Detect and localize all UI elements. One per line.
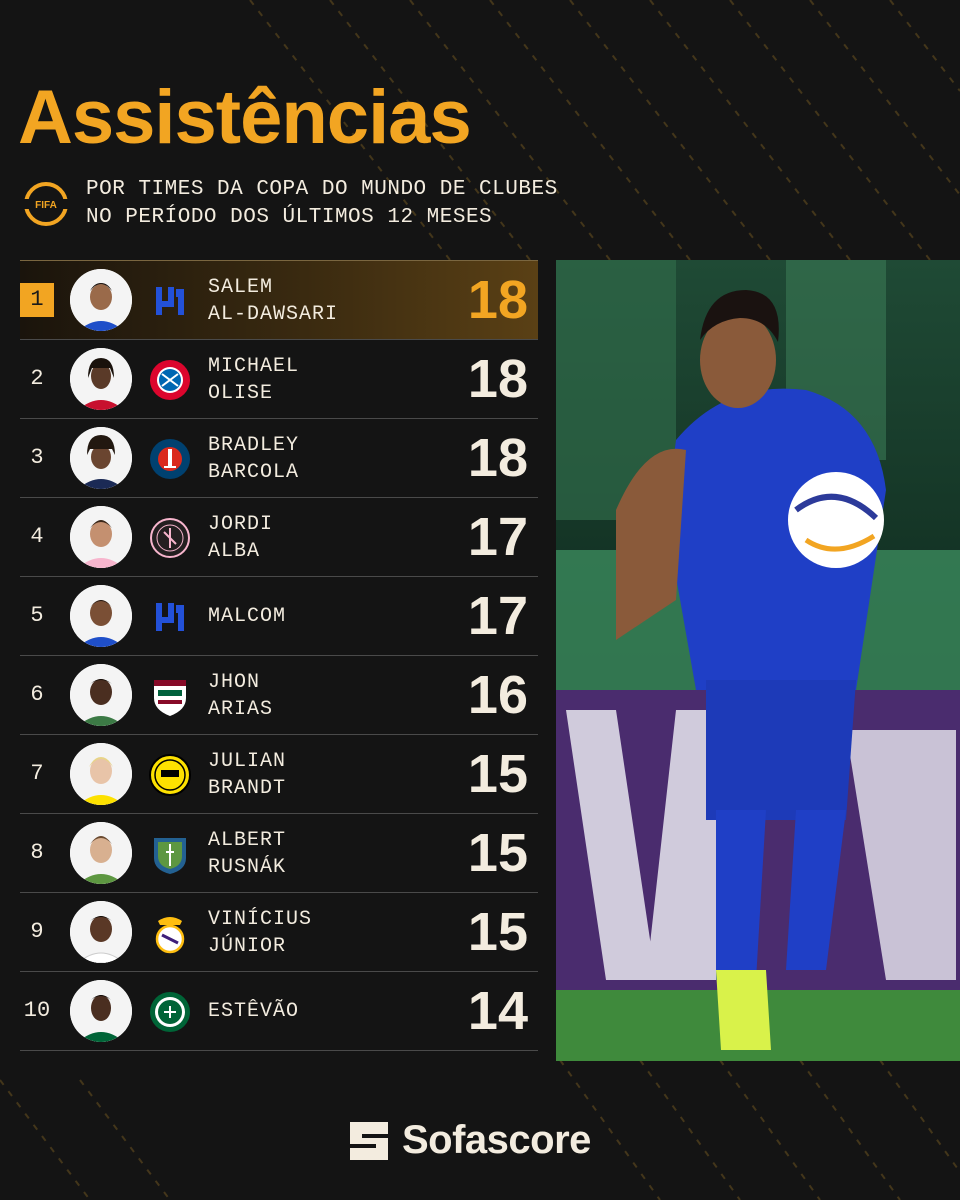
player-last-name: ARIAS [208,697,274,721]
rank-number: 8 [30,840,44,865]
ranking-row: 4 JORDI ALBA 17 [20,497,538,576]
rank-number: 6 [30,682,44,707]
player-last-name: OLISE [208,381,274,405]
ranking-row: 3 BRADLEY BARCOLA 18 [20,418,538,497]
fluminense-crest-icon [154,680,186,716]
assists-value: 15 [467,902,528,962]
ranking-table: 1 SALEM AL-DAWSARI 18 2 MICHAEL OLISE 18… [20,260,538,1051]
player-last-name: BRANDT [208,776,287,800]
ranking-row: 2 MICHAEL OLISE 18 [20,339,538,418]
player-first-name: JHON [208,670,261,694]
player-name: JORDI ALBA [208,498,273,577]
player-avatar [70,585,132,647]
rank-number: 7 [30,761,44,786]
player-first-name: VINÍCIUS [208,907,313,931]
subtitle-line-2: NO PERÍODO DOS ÚLTIMOS 12 MESES [86,206,493,229]
player-name: MALCOM [208,577,286,656]
ranking-row: 10 ESTÊVÃO 14 [20,971,538,1051]
ranking-row: 6 JHON ARIAS 16 [20,655,538,734]
brand-name: Sofascore [402,1118,591,1162]
player-first-name: JORDI [208,512,274,536]
player-name: BRADLEY BARCOLA [208,419,299,498]
rank-number: 2 [30,366,44,391]
sofascore-logo-icon [350,1121,388,1160]
assists-value: 16 [467,665,528,725]
player-avatar [70,901,132,963]
inter-miami-crest-icon [150,518,190,558]
player-name: JULIAN BRANDT [208,735,286,814]
rank-number: 10 [23,998,51,1023]
player-first-name: BRADLEY [208,433,300,457]
player-last-name: AL-DAWSARI [208,302,339,326]
al-hilal-crest-icon [156,603,184,631]
player-first-name: SALEM [208,275,274,299]
assists-value: 18 [467,349,528,409]
rank-number: 4 [30,524,44,549]
ranking-row: 7 JULIAN BRANDT 15 [20,734,538,813]
subtitle-line-1: POR TIMES DA COPA DO MUNDO DE CLUBES [86,178,558,201]
player-name: MICHAEL OLISE [208,340,299,419]
player-name: ESTÊVÃO [208,972,299,1051]
bayern-munchen-crest-icon [150,360,190,400]
player-first-name: ALBERT [208,828,287,852]
al-hilal-crest-icon [156,287,184,315]
assists-value: 17 [467,586,528,646]
palmeiras-crest-icon [150,992,190,1032]
player-last-name: BARCOLA [208,460,300,484]
rank-number: 1 [20,283,54,317]
ranking-row: 1 SALEM AL-DAWSARI 18 [20,260,538,339]
player-avatar [70,822,132,884]
player-first-name: MALCOM [208,605,287,628]
player-avatar [70,427,132,489]
player-first-name: ESTÊVÃO [208,1000,300,1023]
ranking-row: 9 VINÍCIUS JÚNIOR 15 [20,892,538,971]
player-last-name: RUSNÁK [208,855,287,879]
player-name: VINÍCIUS JÚNIOR [208,893,312,972]
borussia-dortmund-crest-icon [149,754,191,796]
player-last-name: JÚNIOR [208,934,287,958]
assists-value: 18 [467,428,528,488]
player-hero-photo [556,260,960,1061]
fifa-badge-text: FIFA [35,200,57,211]
rank-number: 3 [30,445,44,470]
player-avatar [70,980,132,1042]
brand-logo: Sofascore [348,1118,591,1163]
player-avatar [70,506,132,568]
rank-number: 5 [30,603,44,628]
ranking-row: 5 MALCOM 17 [20,576,538,655]
seattle-sounders-crest-icon [154,838,186,874]
assists-value: 17 [467,507,528,567]
player-avatar [70,348,132,410]
assists-value: 15 [467,744,528,804]
player-name: ALBERT RUSNÁK [208,814,286,893]
paris-saint-germain-crest-icon [150,439,190,479]
player-avatar [70,664,132,726]
subtitle: POR TIMES DA COPA DO MUNDO DE CLUBES NO … [86,176,558,232]
player-avatar [70,269,132,331]
real-madrid-crest-icon [155,917,185,954]
player-last-name: ALBA [208,539,261,563]
player-name: SALEM AL-DAWSARI [208,261,338,340]
player-first-name: MICHAEL [208,354,300,378]
player-name: JHON ARIAS [208,656,273,735]
player-avatar [70,743,132,805]
player-first-name: JULIAN [208,749,287,773]
fifa-club-world-cup-icon: FIFA [24,182,68,226]
assists-value: 15 [467,823,528,883]
ranking-row: 8 ALBERT RUSNÁK 15 [20,813,538,892]
assists-value: 18 [467,270,528,330]
rank-number: 9 [30,919,44,944]
page-title: Assistências [18,75,472,160]
assists-value: 14 [467,981,528,1041]
subtitle-block: FIFA POR TIMES DA COPA DO MUNDO DE CLUBE… [22,176,558,232]
